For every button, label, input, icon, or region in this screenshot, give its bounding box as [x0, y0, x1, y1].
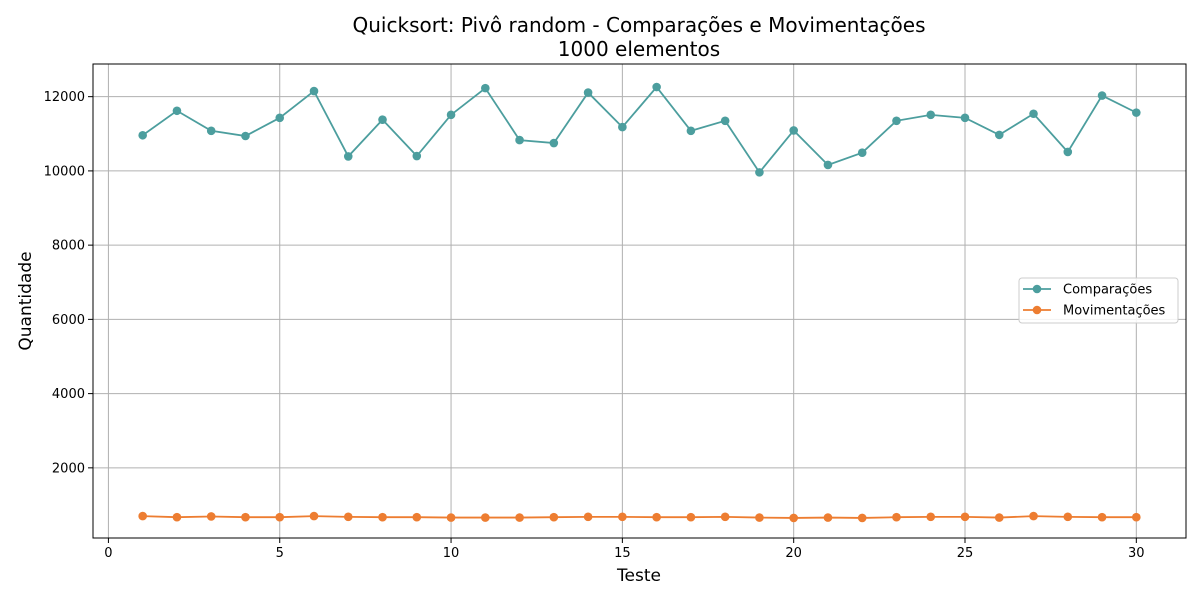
- data-point-comparacoes: [823, 160, 833, 170]
- data-point-comparacoes: [583, 88, 593, 97]
- data-point-comparacoes: [755, 168, 764, 177]
- data-point-movimentacoes: [789, 513, 798, 523]
- plot-frame: [92, 63, 1187, 539]
- plot-series: [138, 82, 1141, 523]
- data-point-comparacoes: [960, 113, 970, 123]
- data-point-comparacoes: [652, 82, 661, 92]
- chart-title: Quicksort: Pivô random - Comparações e M…: [353, 13, 926, 37]
- data-point-comparacoes: [275, 113, 285, 123]
- data-point-comparacoes: [343, 152, 353, 161]
- series-movimentacoes: [138, 511, 1141, 523]
- data-point-movimentacoes: [206, 512, 216, 521]
- ticks: 0 5 10 15 20 25 30 2000 4000 6000 8000 10000 12000: [44, 90, 1145, 561]
- x-tick-label: 5: [276, 546, 284, 561]
- data-point-comparacoes: [994, 130, 1004, 140]
- x-tick-label: 25: [957, 546, 974, 561]
- data-point-comparacoes: [481, 83, 490, 93]
- series-line-movimentacoes: [142, 515, 1137, 519]
- data-point-movimentacoes: [1029, 511, 1038, 521]
- legend-box: [1018, 277, 1179, 324]
- data-point-comparacoes: [446, 110, 456, 120]
- data-point-movimentacoes: [618, 512, 627, 522]
- data-point-movimentacoes: [446, 513, 456, 522]
- data-point-movimentacoes: [823, 513, 833, 522]
- data-point-comparacoes: [241, 131, 250, 141]
- y-tick-label: 6000: [52, 313, 85, 328]
- data-point-movimentacoes: [275, 512, 285, 522]
- data-point-movimentacoes: [515, 513, 524, 522]
- data-point-movimentacoes: [241, 512, 250, 522]
- chart-subtitle: 1000 elementos: [558, 37, 720, 61]
- data-point-comparacoes: [1097, 91, 1107, 100]
- data-point-comparacoes: [857, 148, 867, 158]
- grid: [93, 64, 1186, 538]
- data-point-movimentacoes: [1097, 512, 1107, 522]
- x-tick-label: 15: [614, 546, 631, 561]
- data-point-movimentacoes: [994, 513, 1004, 522]
- y-tick-label: 10000: [44, 164, 85, 179]
- data-point-movimentacoes: [652, 512, 661, 522]
- data-point-movimentacoes: [926, 512, 936, 522]
- legend-swatch-marker: [1032, 305, 1042, 315]
- data-point-movimentacoes: [755, 513, 764, 522]
- data-point-movimentacoes: [857, 513, 867, 523]
- series-comparacoes: [138, 82, 1141, 177]
- data-point-comparacoes: [686, 126, 696, 136]
- data-point-movimentacoes: [720, 512, 730, 522]
- data-point-comparacoes: [412, 151, 422, 161]
- legend-item-movimentacoes: Movimentações: [1023, 304, 1166, 319]
- data-point-comparacoes: [926, 110, 936, 120]
- legend-item-comparacoes: Comparações: [1023, 283, 1152, 298]
- data-point-comparacoes: [378, 115, 387, 124]
- data-point-comparacoes: [138, 130, 147, 140]
- data-point-movimentacoes: [686, 512, 696, 522]
- data-point-movimentacoes: [138, 511, 147, 521]
- x-tick-label: 20: [785, 546, 802, 561]
- data-point-comparacoes: [618, 122, 627, 132]
- data-point-comparacoes: [172, 106, 182, 116]
- x-tick-label: 30: [1128, 546, 1145, 561]
- data-point-comparacoes: [549, 138, 559, 148]
- data-point-movimentacoes: [412, 512, 422, 522]
- x-axis-label: Teste: [616, 566, 661, 586]
- y-tick-label: 8000: [52, 239, 85, 254]
- series-line-comparacoes: [142, 85, 1137, 174]
- legend-swatch-marker: [1032, 284, 1042, 294]
- data-point-movimentacoes: [378, 512, 387, 522]
- data-point-comparacoes: [1029, 109, 1038, 119]
- data-point-movimentacoes: [1132, 512, 1141, 522]
- data-point-comparacoes: [720, 116, 730, 126]
- data-point-comparacoes: [309, 86, 319, 96]
- data-point-movimentacoes: [892, 512, 901, 522]
- data-point-movimentacoes: [1063, 512, 1073, 522]
- legend: Comparações Movimentações: [1018, 277, 1179, 324]
- data-point-movimentacoes: [549, 512, 559, 522]
- data-point-comparacoes: [206, 126, 216, 136]
- y-axis-label: Quantidade: [16, 251, 36, 350]
- data-point-movimentacoes: [960, 512, 970, 522]
- y-tick-label: 12000: [44, 90, 85, 105]
- data-point-movimentacoes: [343, 512, 353, 522]
- data-point-comparacoes: [515, 135, 524, 145]
- data-point-comparacoes: [892, 116, 901, 126]
- y-tick-label: 2000: [52, 461, 85, 476]
- data-point-movimentacoes: [172, 512, 182, 522]
- legend-label: Movimentações: [1063, 304, 1166, 319]
- data-point-comparacoes: [1132, 108, 1141, 117]
- data-point-comparacoes: [789, 126, 798, 135]
- data-point-movimentacoes: [583, 512, 593, 522]
- y-tick-label: 4000: [52, 387, 85, 402]
- data-point-movimentacoes: [309, 511, 319, 521]
- data-point-comparacoes: [1063, 147, 1073, 157]
- data-point-movimentacoes: [481, 513, 490, 522]
- x-tick-label: 10: [443, 546, 460, 561]
- legend-label: Comparações: [1063, 283, 1152, 298]
- x-tick-label: 0: [104, 546, 112, 561]
